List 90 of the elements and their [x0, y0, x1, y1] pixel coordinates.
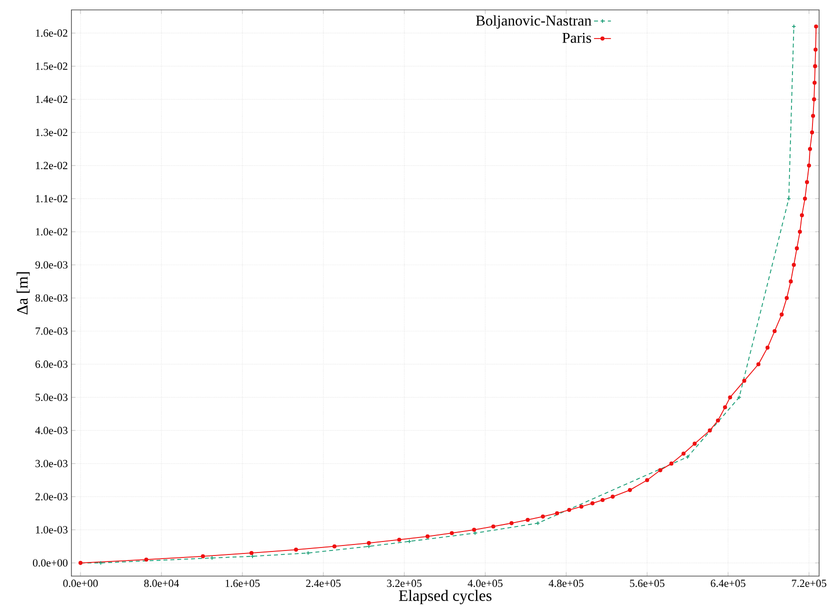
- point: [784, 296, 789, 300]
- point: [397, 538, 402, 542]
- point: [814, 24, 818, 29]
- y-tick-label: 1.5e-02: [36, 62, 68, 70]
- y-tick-label: 1.0e-02: [36, 228, 68, 236]
- point: [811, 114, 816, 118]
- point: [708, 428, 712, 433]
- y-tick-label: 5.0e-03: [36, 394, 68, 402]
- x-tick-label: 5.6e+05: [630, 580, 664, 588]
- y-tick-label: 8.0e-03: [35, 294, 68, 302]
- point: [788, 279, 793, 284]
- point: [540, 514, 545, 519]
- point: [723, 405, 728, 410]
- point: [742, 378, 746, 383]
- y-tick-label: 4.0e-03: [35, 426, 68, 434]
- point: [567, 508, 572, 512]
- x-tick-label: 1.6e+05: [226, 580, 260, 588]
- point: [610, 494, 615, 499]
- x-tick-label: 2.4e+05: [306, 580, 341, 588]
- y-tick-label: 1.0e-03: [36, 526, 68, 534]
- x-axis-title: Elapsed cycles: [398, 590, 492, 604]
- point: [813, 64, 818, 68]
- point: [682, 452, 686, 456]
- x-tick-label: 3.2e+05: [387, 580, 422, 588]
- y-axis-title: Δa [m]: [16, 272, 30, 314]
- y-tick-label: 1.1e-02: [36, 195, 68, 202]
- point: [792, 262, 796, 267]
- point: [472, 528, 476, 532]
- legend-label: Paris: [562, 32, 592, 43]
- y-tick-label: 1.2e-02: [36, 162, 68, 170]
- point: [808, 147, 812, 152]
- point: [792, 24, 796, 29]
- point: [249, 551, 254, 556]
- point: [144, 558, 148, 562]
- y-tick-label: 2.0e-03: [35, 493, 68, 500]
- point: [766, 346, 770, 350]
- point: [555, 511, 560, 516]
- point: [526, 518, 530, 522]
- point: [426, 534, 430, 539]
- x-tick-label: 8.0e+04: [144, 580, 179, 588]
- point: [810, 130, 814, 135]
- point: [814, 48, 818, 52]
- y-tick-label: 6.0e-03: [35, 360, 68, 368]
- y-tick-label: 0.0e+00: [32, 559, 68, 567]
- point: [600, 498, 605, 502]
- point: [794, 246, 799, 250]
- point: [806, 164, 812, 168]
- point: [658, 468, 662, 472]
- point: [200, 554, 205, 558]
- x-tick-label: 0.0e+00: [63, 580, 98, 588]
- point: [812, 97, 816, 102]
- y-tick-label: 1.3e-02: [36, 128, 68, 136]
- point: [491, 524, 496, 529]
- point: [472, 530, 478, 536]
- point: [645, 478, 650, 482]
- point: [628, 488, 632, 492]
- point: [772, 329, 777, 334]
- point: [804, 180, 810, 184]
- point: [798, 230, 802, 234]
- point: [366, 541, 371, 546]
- x-tick-label: 4.0e+05: [468, 580, 503, 588]
- point: [510, 521, 514, 526]
- y-tick-label: 1.4e-02: [36, 96, 68, 104]
- x-tick-label: 6.4e+05: [710, 580, 746, 588]
- point: [812, 80, 817, 85]
- point: [579, 504, 584, 509]
- y-tick-label: 3.0e-03: [36, 460, 68, 468]
- point: [692, 442, 697, 446]
- point: [536, 521, 540, 526]
- point: [590, 501, 595, 506]
- point: [294, 548, 298, 552]
- y-tick-label: 9.0e-03: [35, 261, 68, 269]
- point: [716, 418, 720, 423]
- legend-label: Boljanovic-Nastran: [476, 15, 592, 29]
- x-tick-label: 4.8e+05: [548, 580, 584, 588]
- y-tick-label: 7.0e-03: [36, 327, 68, 335]
- point: [210, 556, 214, 560]
- point: [332, 544, 336, 548]
- point: [780, 312, 784, 317]
- point: [685, 454, 690, 460]
- point: [802, 196, 807, 201]
- point: [669, 462, 674, 466]
- point: [728, 395, 732, 400]
- point: [407, 539, 412, 544]
- point: [800, 213, 804, 218]
- point: [450, 531, 454, 536]
- point: [756, 362, 760, 366]
- point: [306, 550, 310, 556]
- x-tick-label: 7.2e+05: [792, 580, 826, 588]
- y-tick-label: 1.6e-02: [36, 29, 68, 37]
